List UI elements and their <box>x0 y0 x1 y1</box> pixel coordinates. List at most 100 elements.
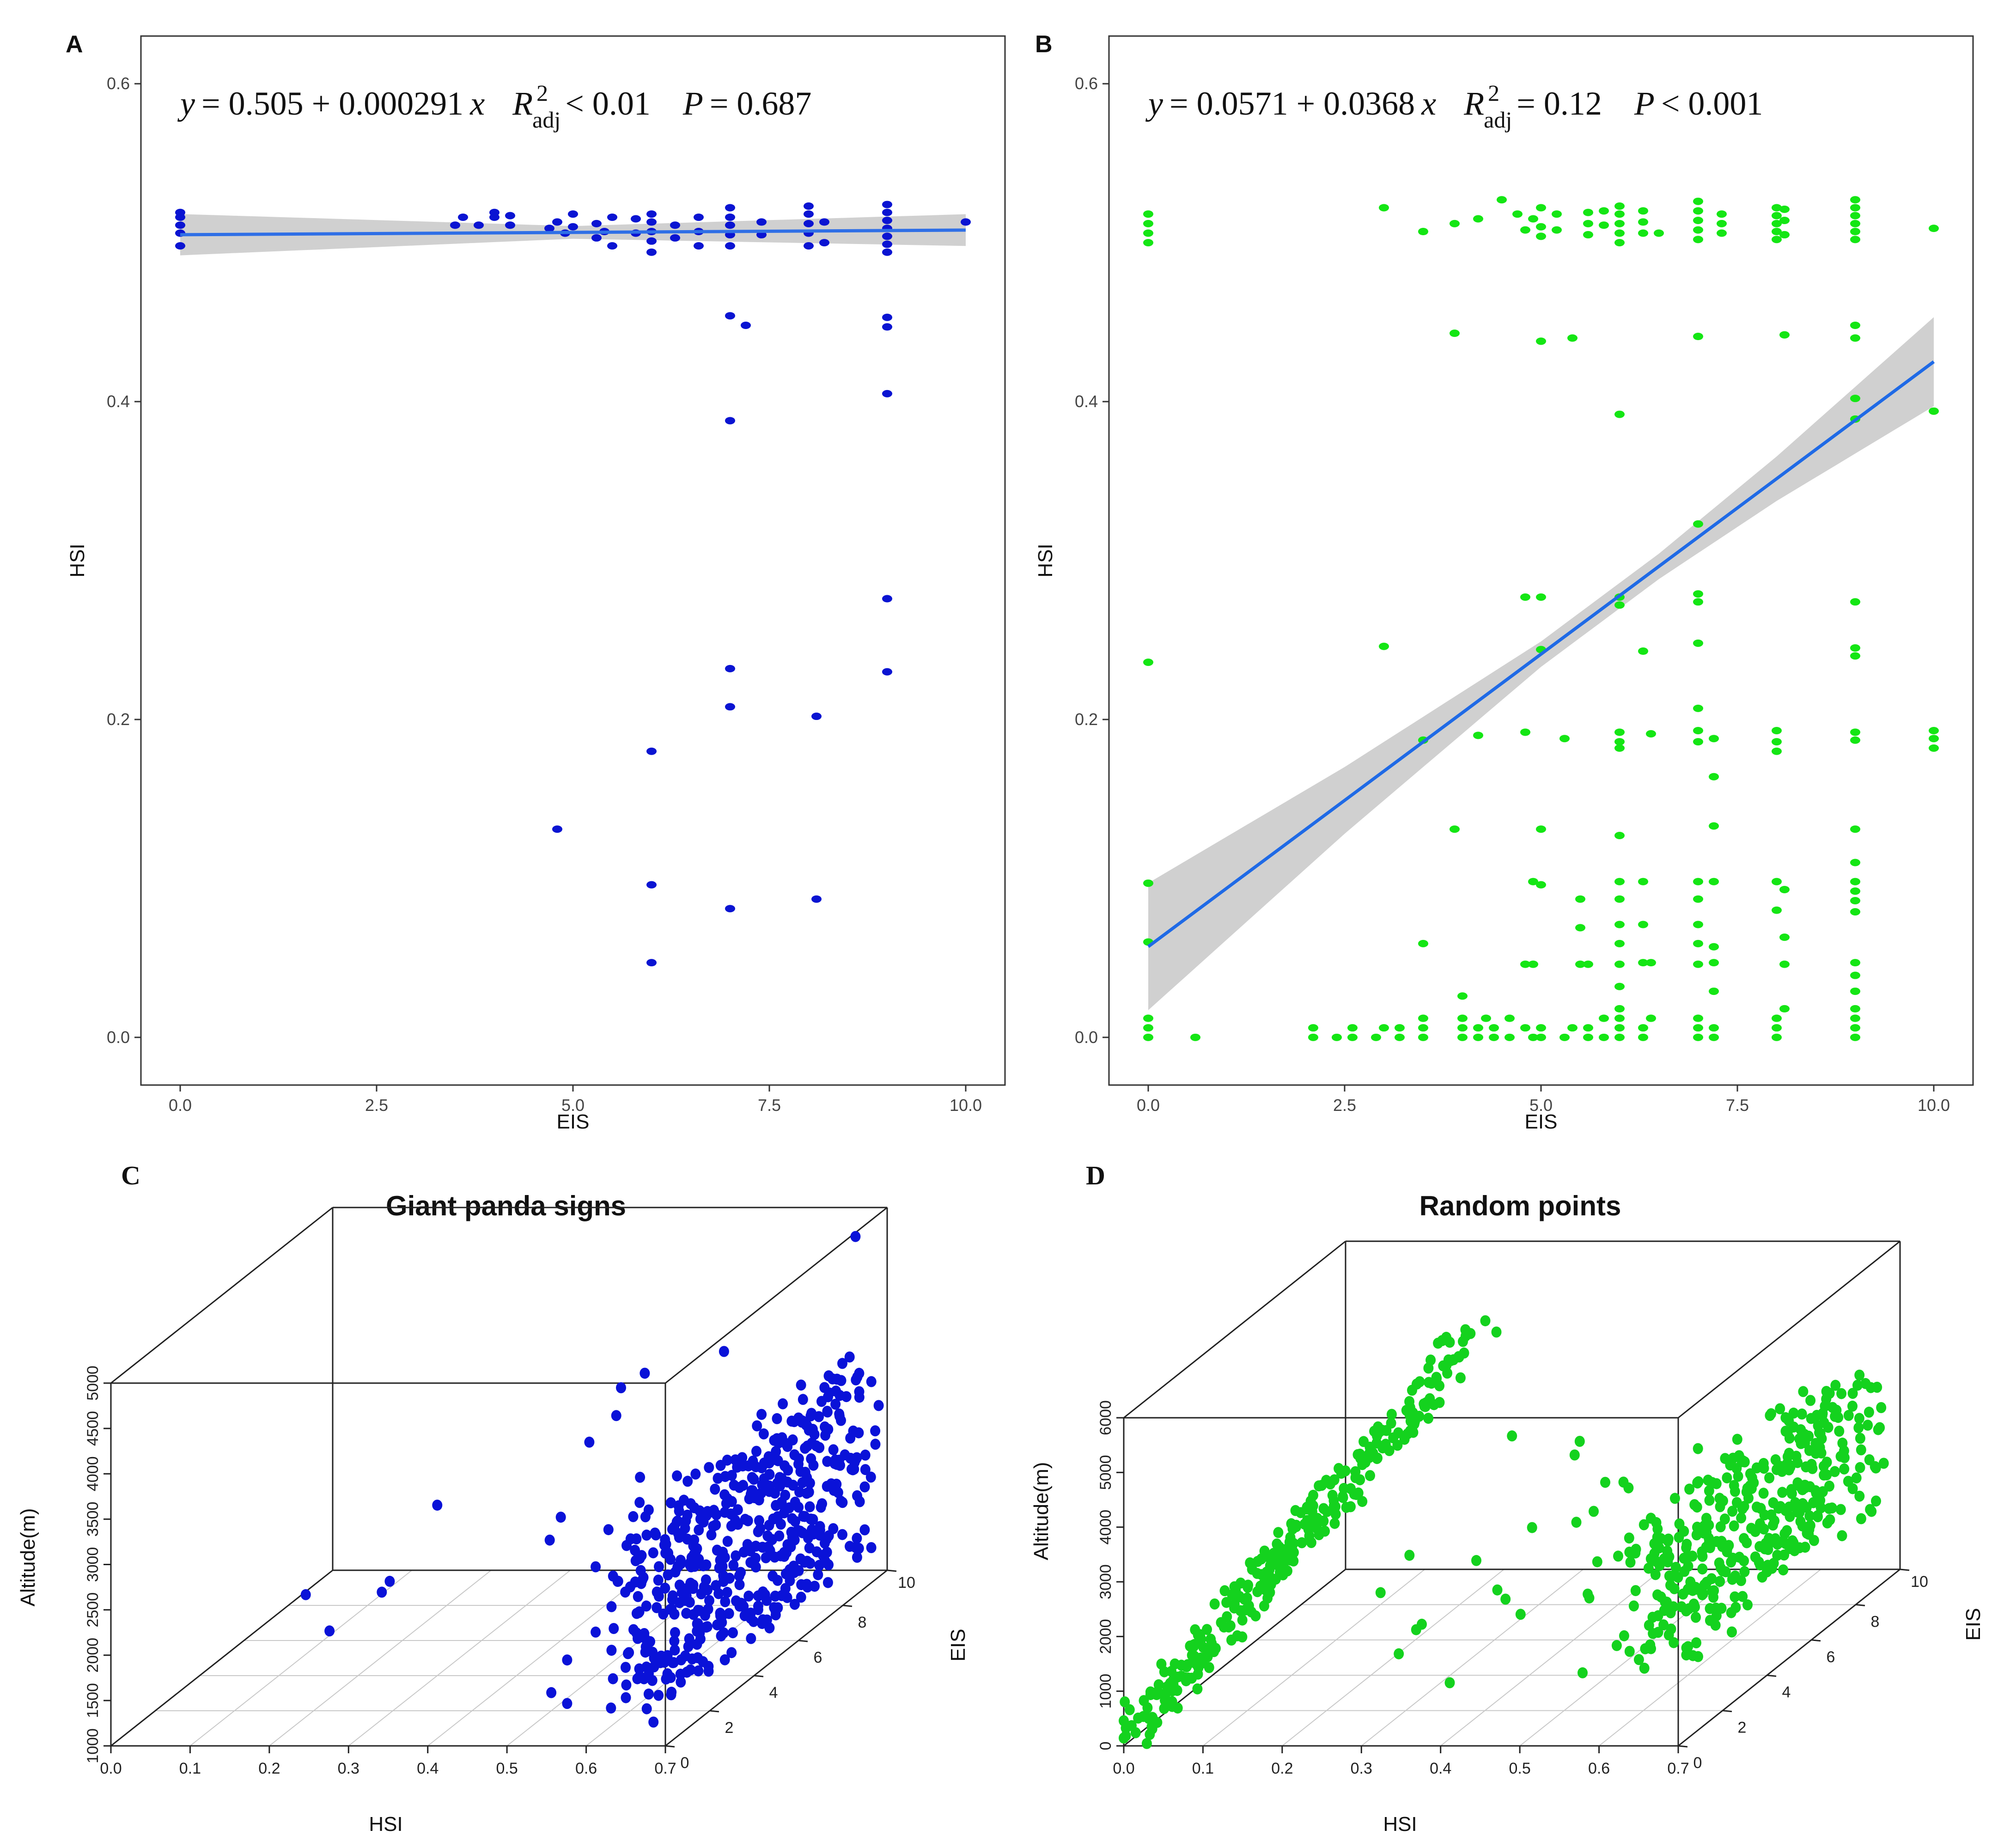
eis-tick-label: 2 <box>1738 1719 1747 1737</box>
data-point <box>1823 1421 1833 1433</box>
data-point <box>1850 1033 1860 1041</box>
data-point <box>607 242 617 250</box>
data-point <box>1614 239 1625 247</box>
data-point <box>828 1444 839 1456</box>
data-point <box>1644 1620 1654 1631</box>
data-point <box>726 1647 737 1659</box>
data-point <box>1424 1377 1434 1388</box>
data-point <box>1423 1413 1434 1424</box>
data-point <box>1259 1600 1269 1612</box>
data-point <box>708 1520 719 1532</box>
data-point <box>1395 1024 1405 1032</box>
data-point <box>1346 1501 1356 1513</box>
data-point <box>1850 971 1860 979</box>
data-point <box>1536 1033 1546 1041</box>
data-point <box>641 1600 652 1612</box>
data-point <box>815 1521 825 1532</box>
data-point <box>823 1559 834 1571</box>
data-point <box>1221 1597 1232 1608</box>
data-point <box>823 1530 834 1542</box>
data-point <box>1837 1437 1848 1449</box>
data-point <box>757 1542 768 1553</box>
data-point <box>756 218 767 226</box>
data-point <box>688 1583 698 1594</box>
hsi-tick-label: 0.6 <box>575 1760 597 1777</box>
data-point <box>1297 1537 1307 1549</box>
panel-b-r-sup: 2 <box>1488 80 1499 106</box>
data-point <box>1583 231 1593 238</box>
eis-tick-label: 10 <box>898 1574 915 1592</box>
panel-b-x-label: EIS <box>1525 1110 1558 1133</box>
data-point <box>726 1470 737 1481</box>
data-point <box>822 1577 833 1588</box>
data-point <box>1418 1014 1428 1022</box>
data-point <box>1693 207 1703 215</box>
data-point <box>1684 1583 1694 1595</box>
panel-b-fit-line <box>1147 360 1935 948</box>
panel-c-title: Giant panda signs <box>386 1190 626 1221</box>
data-point <box>750 1561 761 1573</box>
data-point <box>646 959 657 967</box>
data-point <box>738 1480 749 1491</box>
data-point <box>865 1471 876 1483</box>
data-point <box>1256 1553 1267 1565</box>
data-point <box>796 1379 806 1391</box>
data-point <box>1660 1596 1670 1608</box>
data-point <box>734 1570 744 1581</box>
data-point <box>1772 878 1782 885</box>
data-point <box>1856 1513 1866 1525</box>
data-point <box>743 1515 753 1526</box>
data-point <box>1653 1627 1663 1638</box>
floor-grid-line <box>189 1570 413 1746</box>
data-point <box>1528 1033 1538 1041</box>
data-point <box>1614 960 1625 968</box>
data-point <box>1817 1486 1828 1497</box>
data-point <box>1646 730 1656 738</box>
data-point <box>1491 1326 1502 1338</box>
data-point <box>1614 895 1625 903</box>
data-point <box>768 1513 779 1525</box>
data-point <box>1772 212 1782 220</box>
data-point <box>1141 1738 1152 1749</box>
data-point <box>744 1493 755 1505</box>
data-point <box>1720 1566 1731 1578</box>
data-point <box>1788 1537 1799 1549</box>
data-point <box>741 321 751 329</box>
data-point <box>1505 1033 1515 1041</box>
data-point <box>1417 1618 1427 1630</box>
data-point <box>1737 1503 1748 1514</box>
data-point <box>1143 1033 1153 1041</box>
data-point <box>1800 1437 1810 1448</box>
data-point <box>1746 1523 1756 1534</box>
data-point <box>1667 1570 1677 1582</box>
data-point <box>628 1511 639 1522</box>
data-point <box>1929 407 1939 415</box>
data-point <box>1701 1513 1712 1524</box>
data-point <box>1204 1662 1214 1673</box>
data-point <box>1790 1497 1801 1508</box>
data-point <box>1227 1589 1237 1600</box>
panel-d-z-label: Altitude(m) <box>1030 1462 1053 1561</box>
data-point <box>1643 1562 1654 1574</box>
data-point <box>853 1427 864 1439</box>
data-point <box>1583 960 1593 968</box>
data-point <box>1182 1659 1193 1671</box>
data-point <box>652 1586 662 1598</box>
data-point <box>1418 228 1428 236</box>
data-point <box>1349 1488 1359 1500</box>
data-point <box>715 1460 726 1471</box>
data-point <box>1599 1014 1609 1022</box>
data-point <box>1758 1488 1769 1499</box>
data-point <box>1693 738 1703 746</box>
data-point <box>804 1542 815 1554</box>
data-point <box>722 1586 732 1598</box>
data-point <box>1226 1635 1237 1646</box>
eis-tick-mark <box>1855 1604 1865 1606</box>
data-point <box>1709 1024 1719 1032</box>
data-point <box>845 1541 855 1552</box>
data-point <box>1782 1525 1792 1537</box>
data-point <box>1727 1626 1737 1638</box>
data-point <box>1850 204 1860 212</box>
data-point <box>659 1657 670 1668</box>
data-point <box>807 1424 818 1435</box>
